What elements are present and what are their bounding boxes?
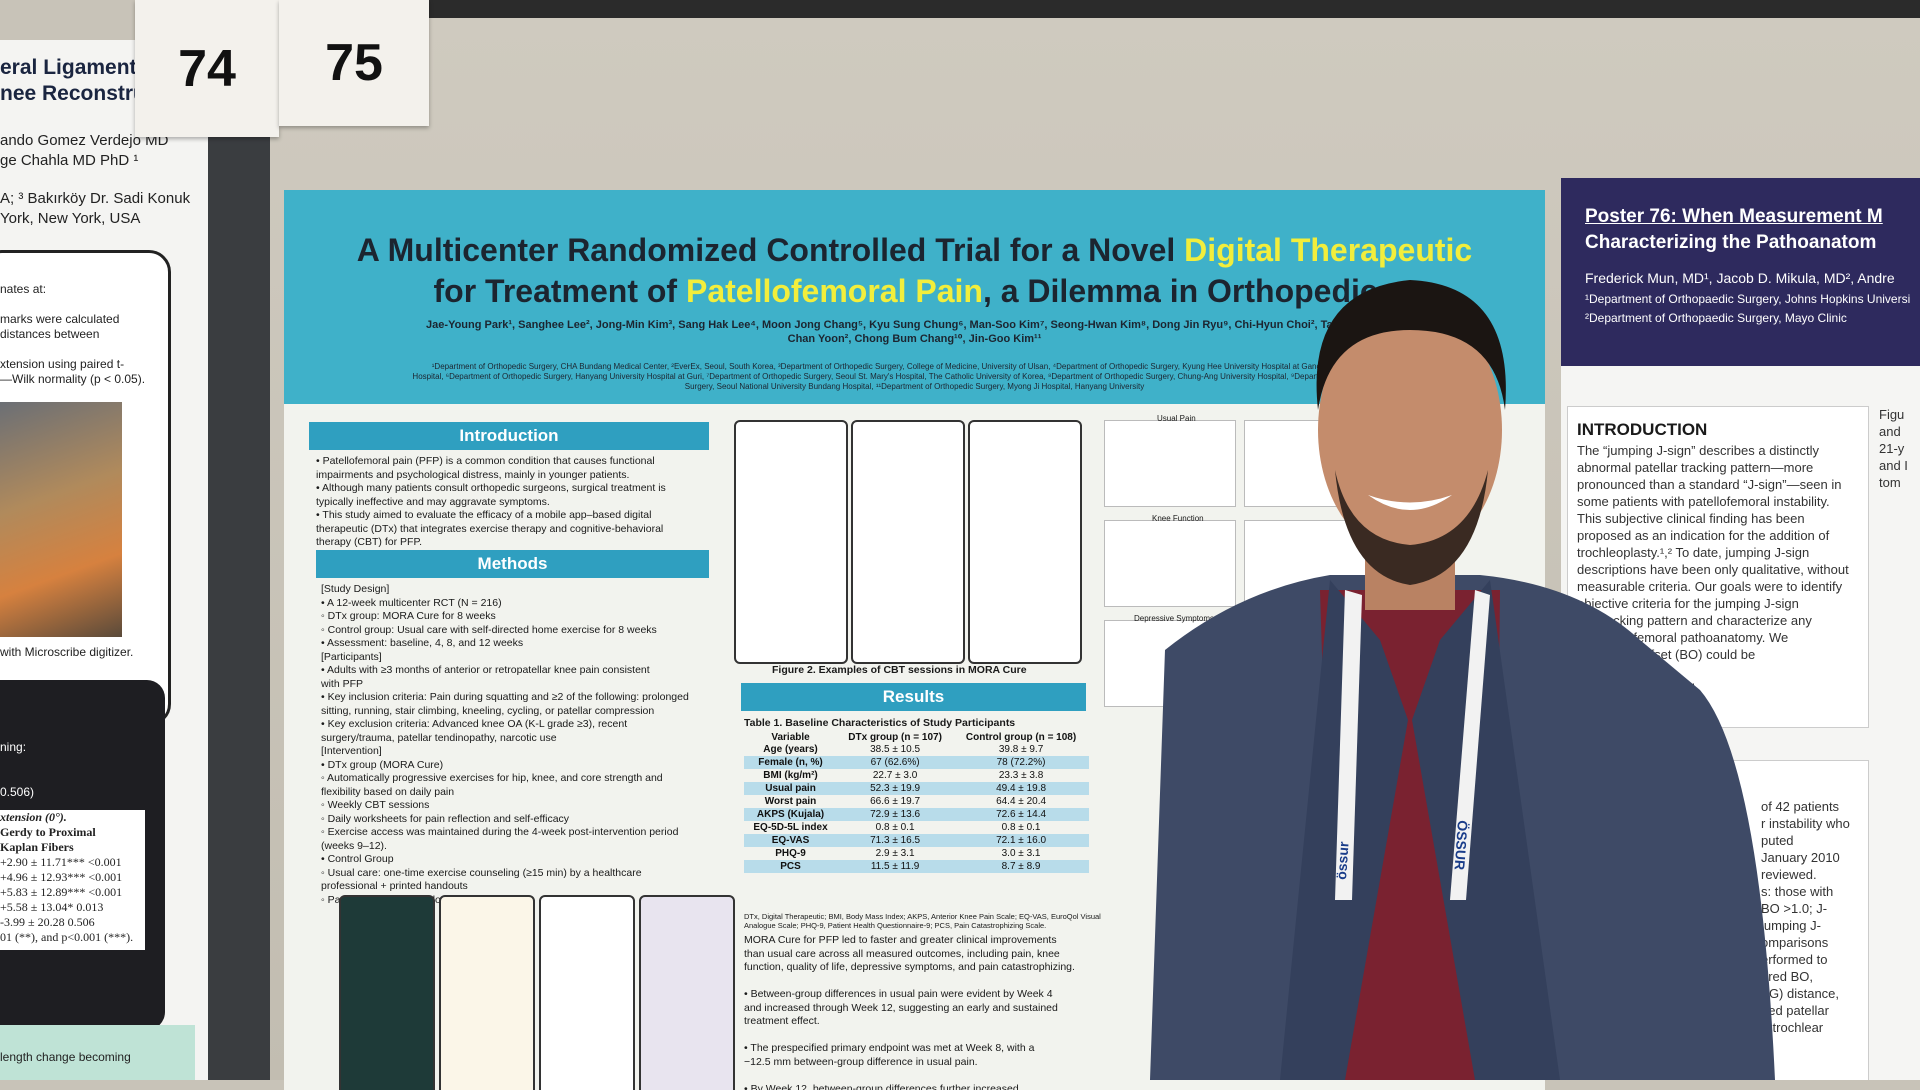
text-line: • By Week 12, between-group differences … — [744, 1083, 1075, 1090]
lanyard-text: össur — [1333, 841, 1352, 881]
